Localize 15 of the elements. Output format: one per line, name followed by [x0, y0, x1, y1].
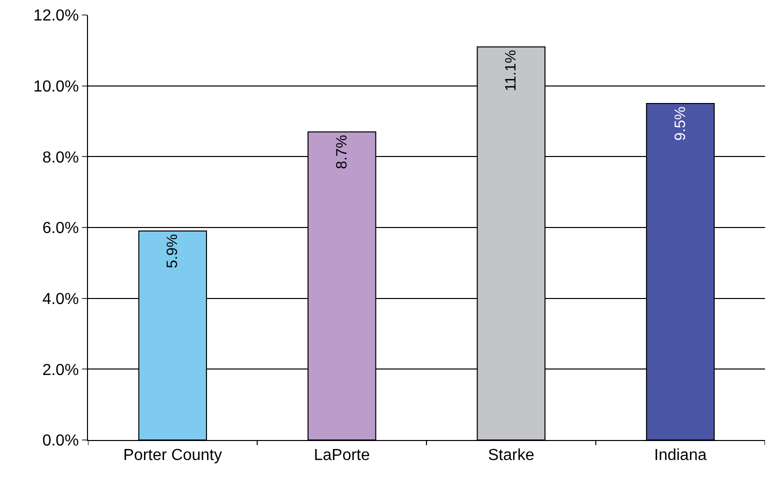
data-label: 11.1% [502, 50, 520, 92]
x-tick-label: Indiana [654, 447, 707, 464]
y-tick-label: 12.0% [33, 8, 79, 25]
y-tick-label: 0.0% [42, 432, 79, 450]
y-tick-label: 6.0% [42, 220, 79, 238]
x-tick-label: Porter County [123, 447, 222, 464]
y-tick-label: 10.0% [33, 78, 79, 96]
y-tick-label: 4.0% [42, 290, 79, 308]
data-label: 5.9% [164, 234, 182, 268]
y-tick-label: 8.0% [42, 149, 79, 166]
data-label: 9.5% [672, 106, 689, 141]
x-tick-label: Starke [488, 447, 534, 464]
x-tick-label: LaPorte [314, 447, 370, 464]
data-label: 8.7% [333, 134, 350, 170]
y-tick-label: 2.0% [42, 362, 79, 379]
